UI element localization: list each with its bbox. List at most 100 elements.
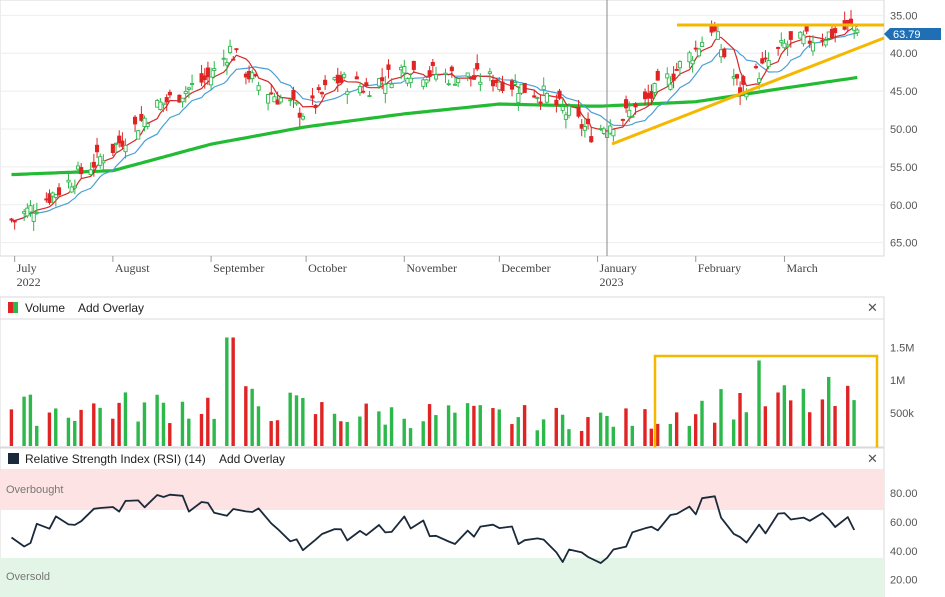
candle-down [133, 116, 138, 125]
candle-up [668, 83, 673, 90]
candle-up [779, 40, 784, 43]
price-y-tick-label: 50.00 [890, 124, 918, 136]
volume-bar-down [320, 402, 324, 446]
support-trendline[interactable] [611, 36, 885, 146]
price-y-axis: 65.00 60.00 55.00 50.00 45.00 40.00 35.00 [890, 10, 918, 249]
volume-bar-down [808, 412, 812, 446]
candle-down [47, 193, 52, 204]
candle-down [471, 75, 477, 80]
candle-up [224, 62, 229, 66]
candle-up [700, 41, 705, 47]
volume-bar-up [453, 412, 457, 446]
candle-down [79, 167, 84, 175]
candle-up [611, 129, 616, 137]
candle-down [234, 48, 239, 51]
volume-close-icon[interactable]: ✕ [867, 300, 878, 315]
volume-bar-up [187, 418, 191, 446]
volume-bar-down [554, 407, 558, 446]
candle-up [180, 97, 185, 103]
candle-down [430, 61, 435, 67]
volume-bar-down [510, 424, 514, 446]
candle-up [376, 78, 382, 87]
volume-bar-up [827, 376, 831, 446]
candle-up [272, 96, 277, 103]
volume-bar-down [269, 421, 273, 446]
volume-bar-down [674, 412, 679, 446]
rsi-close-icon[interactable]: ✕ [867, 451, 878, 466]
volume-bar-up [757, 360, 761, 446]
candle-down [12, 220, 17, 223]
candle-down [807, 40, 812, 44]
candle-down [494, 79, 499, 84]
volume-bar-up [421, 421, 425, 446]
volume-bar-down [339, 421, 343, 446]
volume-bar-up [225, 337, 229, 446]
candle-down [620, 118, 625, 121]
candle-up [433, 74, 439, 80]
candle-up [652, 83, 657, 93]
volume-bar-down [92, 403, 96, 446]
candle-up [113, 142, 119, 145]
candle-down [316, 87, 321, 91]
price-y-tick-label: 35.00 [890, 10, 918, 22]
volume-bar-up [782, 385, 787, 446]
candle-up [443, 72, 448, 75]
volume-bar-down [427, 404, 432, 446]
volume-bar-up [535, 430, 539, 446]
volume-bar-down [693, 414, 698, 446]
sma-slow-line [11, 75, 858, 177]
candle-up [31, 212, 36, 222]
volume-bar-down [313, 414, 318, 446]
volume-bar-up [389, 407, 394, 446]
volume-bar-up [250, 388, 254, 446]
candle-down [110, 143, 115, 153]
rsi-y-tick-label: 60.00 [890, 517, 918, 529]
candle-up [145, 123, 150, 127]
candle-up [513, 82, 518, 85]
candle-up [72, 185, 77, 189]
month-label: August [115, 261, 150, 275]
price-y-tick-label: 55.00 [890, 162, 918, 174]
month-label: October [308, 261, 347, 275]
candle-up [677, 61, 682, 69]
candle-up [715, 31, 720, 40]
volume-bar-down [643, 409, 647, 446]
candle-down [91, 161, 96, 168]
volume-add-overlay-link[interactable]: Add Overlay [78, 301, 144, 315]
candle-up [278, 97, 283, 103]
last-price-badge: 63.79 [884, 28, 941, 41]
oversold-label: Oversold [6, 571, 50, 583]
rsi-add-overlay-link[interactable]: Add Overlay [219, 452, 285, 466]
candle-down [649, 91, 654, 99]
overbought-band [0, 470, 884, 510]
candle-up [383, 83, 388, 94]
volume-bar-up [541, 419, 546, 446]
candle-down [253, 74, 258, 77]
volume-bar-up [497, 409, 501, 446]
volume-bar-down [111, 418, 115, 446]
candle-down [364, 82, 369, 87]
candle-up [487, 71, 492, 74]
volume-bars-layer [9, 337, 856, 446]
candle-down [449, 66, 454, 72]
candle-down [509, 80, 515, 90]
volume-bar-down [820, 399, 825, 446]
candle-down [671, 73, 676, 81]
candle-up [544, 92, 549, 103]
candle-up [810, 42, 816, 52]
candle-down [532, 95, 537, 98]
volume-bar-up [801, 388, 806, 446]
volume-y-tick-label: 500k [890, 408, 914, 420]
volume-bar-down [9, 409, 14, 446]
candle-down [674, 68, 679, 71]
candle-down [120, 140, 125, 147]
candle-up [300, 115, 305, 120]
candle-down [291, 90, 296, 100]
oversold-band [0, 558, 884, 597]
candle-down [655, 70, 660, 81]
volume-bar-down [206, 397, 210, 446]
rsi-y-tick-label: 20.00 [890, 575, 918, 587]
candle-up [66, 179, 71, 183]
price-y-tick-label: 40.00 [890, 48, 918, 60]
candle-up [766, 60, 771, 67]
